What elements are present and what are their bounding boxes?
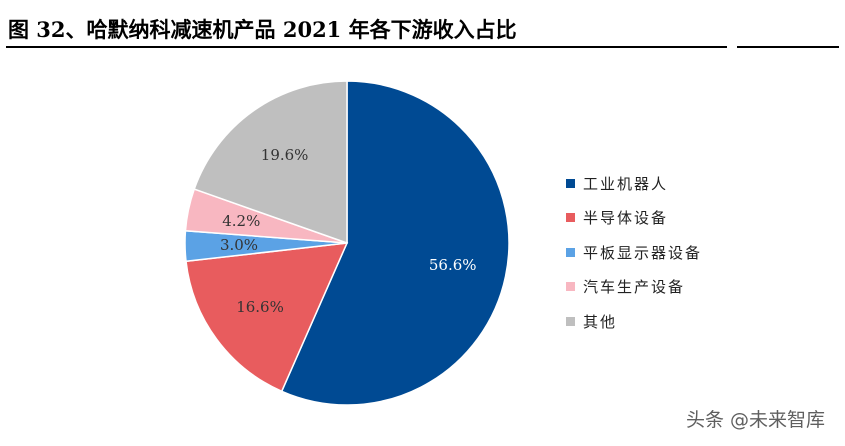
legend-swatch [566,247,575,257]
legend-item: 半导体设备 [566,201,702,236]
slice-data-label: 19.6% [261,146,309,164]
pie-labels: 56.6% 16.6% 3.0% 4.2% 19.6% [220,146,477,316]
legend-item: 汽车生产设备 [566,270,702,305]
legend-item: 其他 [566,304,702,339]
pie-slice [280,80,510,406]
pie-slice [185,242,349,393]
legend-swatch [566,178,575,188]
page-title: 图 32、哈默纳科减速机产品 2021 年各下游收入占比 [8,17,517,42]
legend-item: 平板显示器设备 [566,235,702,270]
legend-label: 半导体设备 [583,209,669,228]
legend-item: 工业机器人 [566,166,702,201]
legend-label: 平板显示器设备 [583,243,703,262]
title-divider [6,46,727,48]
legend-swatch [566,282,575,292]
slice-data-label: 3.0% [220,236,258,254]
slice-data-label: 16.6% [236,298,284,316]
pie-slices [184,80,510,406]
title-divider-right [737,46,839,48]
chart-legend: 工业机器人半导体设备平板显示器设备 汽车生产设备 其他 [566,166,702,339]
legend-swatch [566,213,575,223]
legend-label: 其他 [583,312,618,331]
pie-slice [193,80,348,245]
watermark: 头条 @未来智库 [685,409,825,431]
slice-data-label: 4.2% [222,212,260,230]
legend-swatch [566,316,575,326]
legend-label: 工业机器人 [583,174,669,193]
legend-label: 汽车生产设备 [583,278,686,297]
slice-data-label: 56.6% [429,256,477,274]
